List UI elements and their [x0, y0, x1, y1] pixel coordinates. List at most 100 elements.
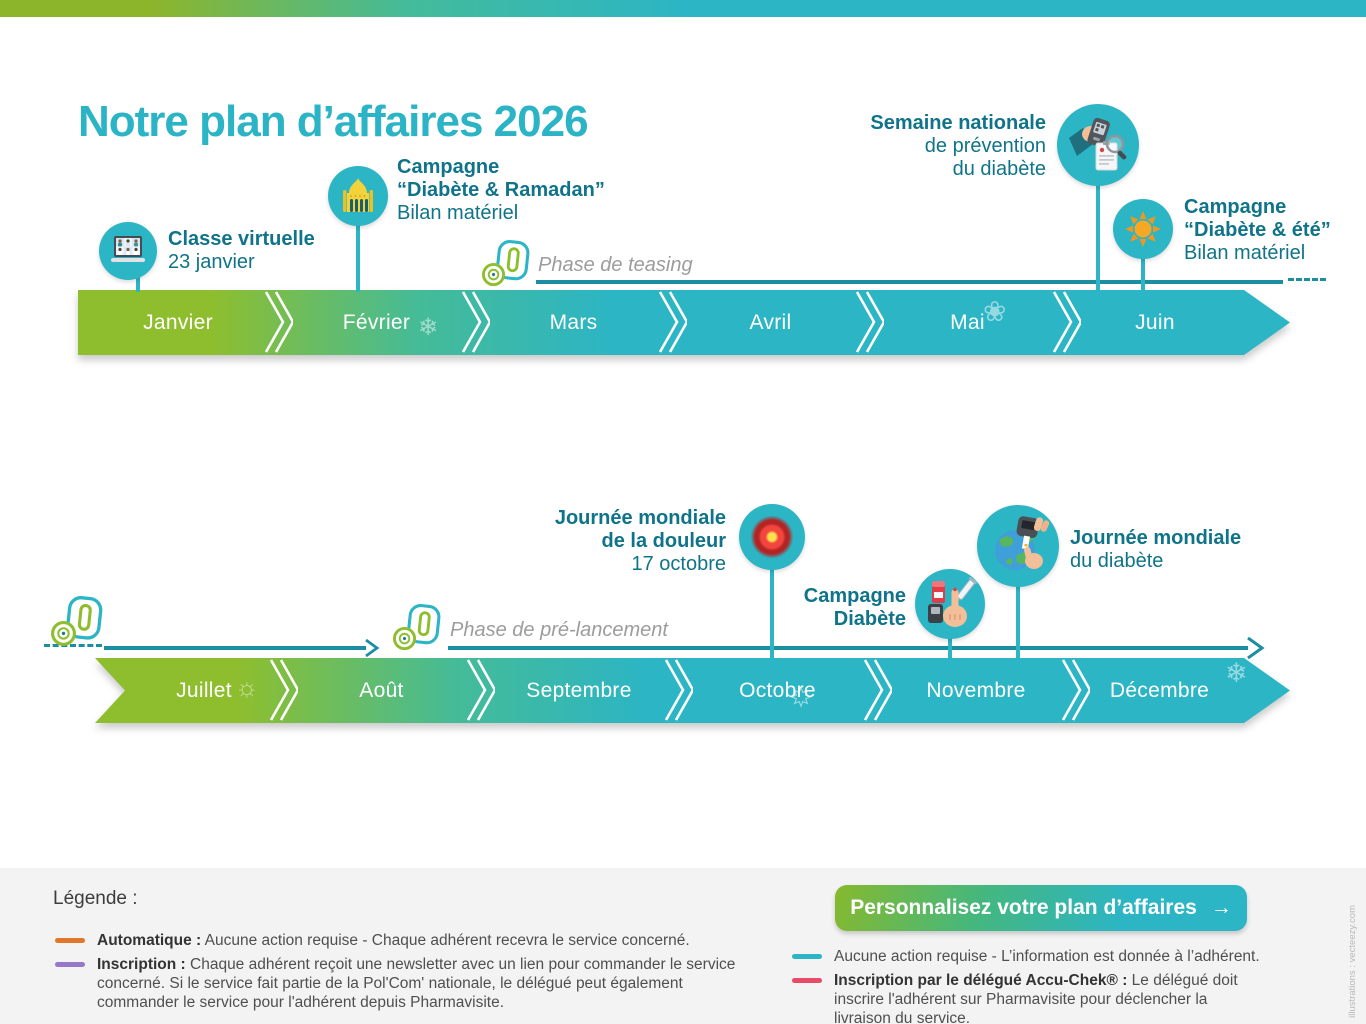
month-aout: Août [359, 678, 404, 702]
event-diabete-mondial: Journée mondiale du diabète [1070, 527, 1241, 573]
chevron-separator-icon [663, 658, 693, 727]
page-title: Notre plan d’affaires 2026 [78, 97, 589, 147]
connector-semaine-nationale [1096, 184, 1100, 292]
month-fevrier: Février [342, 310, 411, 334]
legend-title: Légende : [53, 888, 138, 909]
prelaunch-line-segment1 [104, 646, 366, 650]
connector-diabete-mondial [1016, 585, 1020, 660]
top-gradient-strip [0, 0, 1366, 17]
snowflake-icon: ❄ [418, 314, 439, 341]
arrow-right-icon: → [1210, 896, 1232, 919]
month-mai: Mai [950, 310, 985, 334]
chevron-separator-icon [1051, 290, 1081, 359]
legend-orange-dash [55, 938, 85, 943]
glucometer-check-icon [1057, 104, 1139, 186]
event-line: Campagne [803, 585, 906, 607]
sun-outline-icon: ☼ [235, 672, 259, 702]
legend-desc: Aucune action requise - Chaque adhérent … [201, 932, 690, 949]
connector-douleur [770, 568, 774, 660]
month-decembre: Décembre [1109, 678, 1210, 702]
legend-item-automatique: Automatique : Aucune action requise - Ch… [55, 931, 755, 950]
legend-item-inscription-delegue: Inscription par le délégué Accu-Chek® : … [792, 971, 1262, 1024]
timeline-bar-jul-dec: Juillet Août Septembre Octobre Novembre … [95, 658, 1290, 723]
legend-item-aucune-action: Aucune action requise - L’information es… [792, 947, 1262, 966]
legend-pink-dash [792, 978, 822, 983]
timeline-bar-jan-jun: Janvier Février Mars Avril Mai Juin ❄ ❀ [78, 290, 1290, 355]
legend-text: Inscription : Chaque adhérent reçoit une… [97, 955, 747, 1012]
month-octobre: Octobre [739, 678, 816, 702]
event-line: Journée mondiale [554, 507, 726, 529]
event-line: “Diabète & Ramadan” [397, 179, 605, 201]
month-janvier: Janvier [143, 310, 213, 334]
month-juillet: Juillet [176, 678, 232, 702]
pain-target-icon [739, 504, 805, 570]
legend-item-inscription: Inscription : Chaque adhérent reçoit une… [55, 955, 755, 1012]
prelaunch-line-dashes [44, 644, 102, 647]
phase-teasing-label: Phase de teasing [538, 254, 693, 276]
chevron-separator-icon [460, 290, 490, 359]
globe-glucometer-icon [977, 505, 1059, 587]
event-line: du diabète [952, 158, 1046, 180]
sun-icon [1113, 199, 1173, 259]
month-avril: Avril [749, 310, 792, 334]
legend-term: Automatique : [97, 932, 202, 949]
event-line: Journée mondiale [1070, 527, 1242, 549]
event-classe-virtuelle: Classe virtuelle 23 janvier [168, 228, 315, 274]
connector-ete [1141, 257, 1145, 292]
legend-purple-dash [55, 962, 85, 967]
event-line: Campagne [397, 156, 500, 178]
event-line: du diabète [1070, 550, 1164, 572]
month-mars: Mars [549, 310, 598, 334]
sensor-applicator-icon [50, 596, 104, 653]
connector-classe-virtuelle [136, 272, 140, 292]
sensor-applicator-icon [392, 604, 442, 657]
event-ete: Campagne “Diabète & été” Bilan matériel [1184, 196, 1331, 265]
cta-label: Personnalisez votre plan d’affaires [850, 896, 1197, 919]
virtual-class-icon [99, 222, 157, 280]
connector-ramadan [356, 224, 360, 292]
phase-teasing-line-dashes [1288, 278, 1326, 281]
connector-campagne-diabete [948, 636, 952, 660]
prelaunch-line-segment2 [448, 646, 1248, 650]
event-semaine-nationale: Semaine nationale de prévention du diabè… [800, 112, 1046, 181]
event-line: 17 octobre [631, 553, 726, 575]
event-line: 23 janvier [168, 251, 255, 273]
event-line: Semaine nationale [870, 112, 1046, 134]
legend-teal-dash [792, 954, 822, 959]
diabetes-test-icon [915, 569, 985, 639]
leaf-icon [790, 686, 812, 712]
event-line: Bilan matériel [1184, 242, 1306, 264]
sensor-applicator-icon [481, 240, 531, 293]
legend-text: Inscription par le délégué Accu-Chek® : … [834, 971, 1262, 1024]
event-line: “Diabète & été” [1184, 219, 1331, 241]
legend-text: Aucune action requise - L’information es… [834, 947, 1260, 966]
event-line: Diabète [833, 608, 906, 630]
legend-desc: Le délégué doit inscrire l'adhérent sur … [834, 972, 1238, 1024]
legend-term: Inscription : [97, 956, 186, 973]
arrow-right-icon [1246, 636, 1266, 665]
legend-desc: Aucune action requise - L’information es… [834, 948, 1260, 965]
chevron-separator-icon [862, 658, 892, 727]
event-line: Bilan matériel [397, 202, 519, 224]
chevron-separator-icon [465, 658, 495, 727]
phase-teasing-line [536, 280, 1283, 284]
phase-prelaunch-label: Phase de pré-lancement [450, 619, 668, 641]
illustration-credit: illustrations : vecteezy.com [1347, 905, 1358, 1018]
flower-icon: ❀ [983, 296, 1007, 327]
chevron-separator-icon [854, 290, 884, 359]
legend-desc: Chaque adhérent reçoit une newsletter av… [97, 956, 736, 1011]
event-douleur: Journée mondiale de la douleur 17 octobr… [480, 507, 726, 576]
month-novembre: Novembre [926, 678, 1026, 702]
arrow-right-icon [364, 638, 380, 663]
chevron-separator-icon [268, 658, 298, 727]
event-line: de prévention [924, 135, 1046, 157]
month-septembre: Septembre [526, 678, 632, 702]
snowflake-icon: ❄ [1225, 658, 1248, 688]
legend-term: Inscription par le délégué Accu-Chek® : [834, 972, 1128, 989]
legend-text: Automatique : Aucune action requise - Ch… [97, 931, 690, 950]
chevron-separator-icon [1060, 658, 1090, 727]
personalize-plan-button[interactable]: Personnalisez votre plan d’affaires → [835, 885, 1247, 931]
event-line: de la douleur [601, 530, 726, 552]
mosque-icon [328, 166, 388, 226]
